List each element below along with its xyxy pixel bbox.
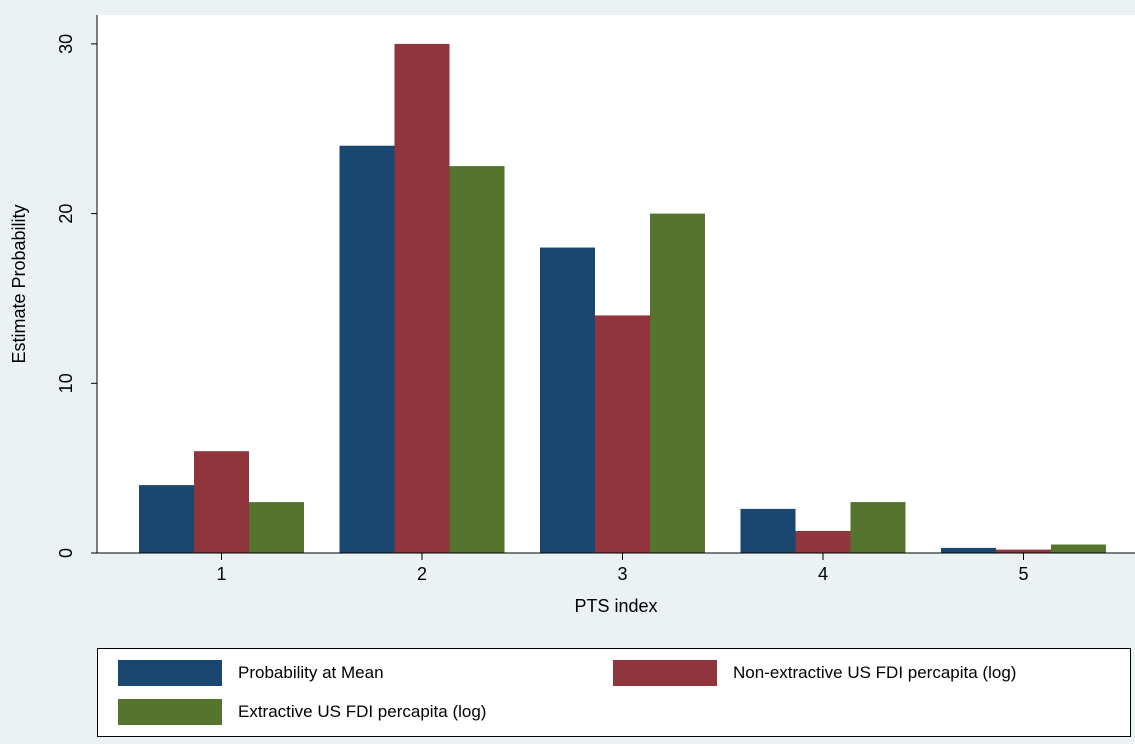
legend-label-series-3: Extractive US FDI percapita (log): [238, 702, 487, 721]
bar-series-3-cat-4: [850, 502, 906, 553]
x-tick-label: 1: [216, 564, 226, 584]
legend-label-series-2: Non-extractive US FDI percapita (log): [733, 663, 1017, 682]
bar-series-3-cat-2: [449, 166, 505, 554]
x-tick-label: 4: [818, 564, 828, 584]
bar-series-1-cat-4: [740, 508, 796, 553]
x-tick-label: 3: [617, 564, 627, 584]
legend-item-series-3: Extractive US FDI percapita (log): [118, 699, 486, 725]
bar-series-3-cat-5: [1051, 544, 1106, 553]
bar-series-1-cat-1: [139, 485, 194, 553]
x-tick-label: 2: [417, 564, 427, 584]
y-axis-label: Estimate Probability: [9, 204, 29, 363]
bar-series-3-cat-3: [650, 213, 705, 553]
bar-series-2-cat-4: [795, 530, 851, 553]
legend-item-series-1: Probability at Mean: [118, 660, 384, 686]
y-tick-label: 20: [56, 204, 76, 224]
y-tick-label: 30: [56, 34, 76, 54]
bar-series-2-cat-1: [194, 451, 249, 553]
y-tick-label: 0: [56, 548, 76, 558]
legend-item-series-2: Non-extractive US FDI percapita (log): [613, 660, 1016, 686]
legend-swatch-series-2: [613, 660, 717, 686]
bar-series-1-cat-2: [339, 145, 395, 553]
legend-swatch-series-3: [118, 699, 222, 725]
bar-series-2-cat-5: [996, 549, 1051, 553]
bar-series-2-cat-3: [595, 315, 650, 553]
x-tick-label: 5: [1018, 564, 1028, 584]
legend: Probability at Mean Non-extractive US FD…: [97, 648, 1131, 737]
y-tick-label: 10: [56, 373, 76, 393]
bar-series-2-cat-2: [394, 43, 450, 554]
x-axis-label: PTS index: [574, 596, 657, 616]
legend-label-series-1: Probability at Mean: [238, 663, 384, 682]
bar-series-1-cat-5: [941, 547, 996, 553]
bar-series-1-cat-3: [540, 247, 595, 554]
bar-series-3-cat-1: [249, 502, 304, 553]
bar-chart-plot: 0 10 20 30 1 2 3 4 5 PTS index Estimate Probabil…: [9, 15, 1135, 616]
legend-swatch-series-1: [118, 660, 222, 686]
